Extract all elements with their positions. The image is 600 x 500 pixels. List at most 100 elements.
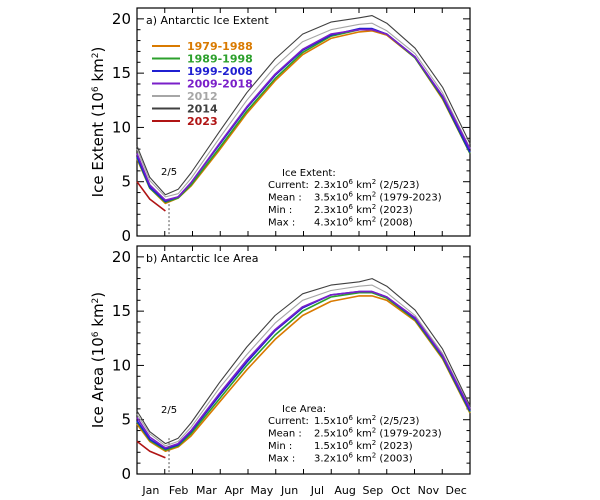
annotation-row-label: Min : xyxy=(268,441,292,452)
annotation-row-label: Current: xyxy=(268,180,309,191)
x-tick-label-jun: Jun xyxy=(280,484,298,497)
annotation-part: km xyxy=(353,454,372,465)
annotation-part: km xyxy=(353,416,372,427)
x-tick-label-mar: Mar xyxy=(196,484,217,497)
annotation-part: (2003) xyxy=(376,454,413,465)
y-tick-label: 5 xyxy=(121,173,131,191)
y-axis-label-superscript: 6 xyxy=(91,331,101,337)
x-tick-label-apr: Apr xyxy=(225,484,245,497)
annotation-part: (2/5/23) xyxy=(376,180,419,191)
x-tick-label-dec: Dec xyxy=(445,484,466,497)
y-tick-label: 0 xyxy=(121,465,131,483)
annotation-row-label: Max : xyxy=(268,218,295,229)
annotation-superscript: 6 xyxy=(349,191,354,199)
y-axis-label-part: ) xyxy=(89,47,107,53)
annotation-superscript: 2 xyxy=(372,414,376,422)
x-tick-label-aug: Aug xyxy=(334,484,355,497)
annotation-row-value: 3.5x106 km2 (1979-2023) xyxy=(314,191,442,204)
x-tick-label-sep: Sep xyxy=(363,484,384,497)
annotation-superscript: 2 xyxy=(372,191,376,199)
legend-label: 1979-1988 xyxy=(187,40,253,53)
y-axis-label-superscript: 2 xyxy=(91,53,101,59)
series-line-2014 xyxy=(136,278,471,445)
annotation-part: (2/5/23) xyxy=(376,416,419,427)
series-line-2009-2018 xyxy=(136,28,471,201)
annotation-row-label: Max : xyxy=(268,454,295,465)
y-tick-label: 0 xyxy=(121,227,131,245)
x-tick-label-jul: Jul xyxy=(310,484,324,497)
annotation-row-value: 3.2x106 km2 (2003) xyxy=(314,452,413,465)
y-axis-label-part: ) xyxy=(89,292,107,298)
series-line-2023 xyxy=(136,440,166,459)
annotation-row-label: Mean : xyxy=(268,193,302,204)
y-axis-label-superscript: 6 xyxy=(91,86,101,92)
annotation-superscript: 6 xyxy=(349,439,354,447)
y-axis-label: Ice Area (106 km2) xyxy=(89,292,107,428)
series-line-2014 xyxy=(136,15,471,196)
x-tick-label-feb: Feb xyxy=(169,484,188,497)
series-line-2009-2018 xyxy=(136,290,471,449)
series-line-1979-1988 xyxy=(136,295,471,452)
annotation-superscript: 2 xyxy=(372,216,376,224)
annotation-row-label: Current: xyxy=(268,416,309,427)
annotation-row-value: 2.5x106 km2 (1979-2023) xyxy=(314,427,442,440)
annotation-row-value: 1.5x106 km2 (2/5/23) xyxy=(314,414,419,427)
annotation-part: km xyxy=(353,441,372,452)
annotation-superscript: 2 xyxy=(372,427,376,435)
annotation-part: km xyxy=(353,429,372,440)
y-tick-label: 15 xyxy=(112,302,131,320)
series-line-2023 xyxy=(136,181,166,212)
annotation-part: km xyxy=(353,205,372,216)
annotation-part: 3.5x10 xyxy=(314,193,349,204)
annotation-superscript: 2 xyxy=(372,203,376,211)
y-axis-label: Ice Extent (106 km2) xyxy=(89,47,107,198)
annotation-part: km xyxy=(353,180,372,191)
annotation-part: (1979-2023) xyxy=(376,193,442,204)
annotation-superscript: 6 xyxy=(349,178,354,186)
annotation-part: 2.3x10 xyxy=(314,180,349,191)
annotation-part: 2.5x10 xyxy=(314,429,349,440)
annotation-row-label: Mean : xyxy=(268,429,302,440)
annotation-part: 1.5x10 xyxy=(314,441,349,452)
x-tick-label-nov: Nov xyxy=(418,484,440,497)
annotation-superscript: 6 xyxy=(349,427,354,435)
date-marker-label: 2/5 xyxy=(161,405,177,416)
annotation-superscript: 2 xyxy=(372,452,376,460)
y-tick-label: 20 xyxy=(112,248,131,266)
annotation-part: (2023) xyxy=(376,205,413,216)
annotation-part: (2008) xyxy=(376,218,413,229)
date-marker-label: 2/5 xyxy=(161,167,177,178)
x-tick-label-oct: Oct xyxy=(391,484,411,497)
annotation-superscript: 2 xyxy=(372,178,376,186)
annotation-superscript: 6 xyxy=(349,216,354,224)
y-tick-label: 5 xyxy=(121,411,131,429)
panel-title: b) Antarctic Ice Area xyxy=(146,252,258,265)
annotation-row-value: 2.3x106 km2 (2023) xyxy=(314,203,413,216)
annotation-heading: Ice Extent: xyxy=(282,168,336,179)
legend-label: 1989-1998 xyxy=(187,53,253,66)
y-axis-label-part: Ice Extent (10 xyxy=(89,92,107,197)
legend-label: 2023 xyxy=(187,115,218,128)
x-tick-label-may: May xyxy=(251,484,274,497)
legend-label: 2014 xyxy=(187,103,218,116)
series-line-2012 xyxy=(136,22,471,198)
annotation-superscript: 6 xyxy=(349,452,354,460)
y-tick-label: 20 xyxy=(112,10,131,28)
y-axis-label-superscript: 2 xyxy=(91,298,101,304)
y-tick-label: 15 xyxy=(112,64,131,82)
x-tick-label-jan: Jan xyxy=(141,484,159,497)
annotation-part: (2023) xyxy=(376,441,413,452)
legend-label: 1999-2008 xyxy=(187,65,253,78)
series-line-2012 xyxy=(136,284,471,447)
annotation-part: 2.3x10 xyxy=(314,205,349,216)
y-axis-label-part: km xyxy=(89,58,107,86)
legend-label: 2009-2018 xyxy=(187,78,253,91)
annotation-part: (1979-2023) xyxy=(376,429,442,440)
annotation-superscript: 6 xyxy=(349,203,354,211)
annotation-part: 1.5x10 xyxy=(314,416,349,427)
annotation-heading: Ice Area: xyxy=(282,404,326,415)
annotation-row-label: Min : xyxy=(268,205,292,216)
